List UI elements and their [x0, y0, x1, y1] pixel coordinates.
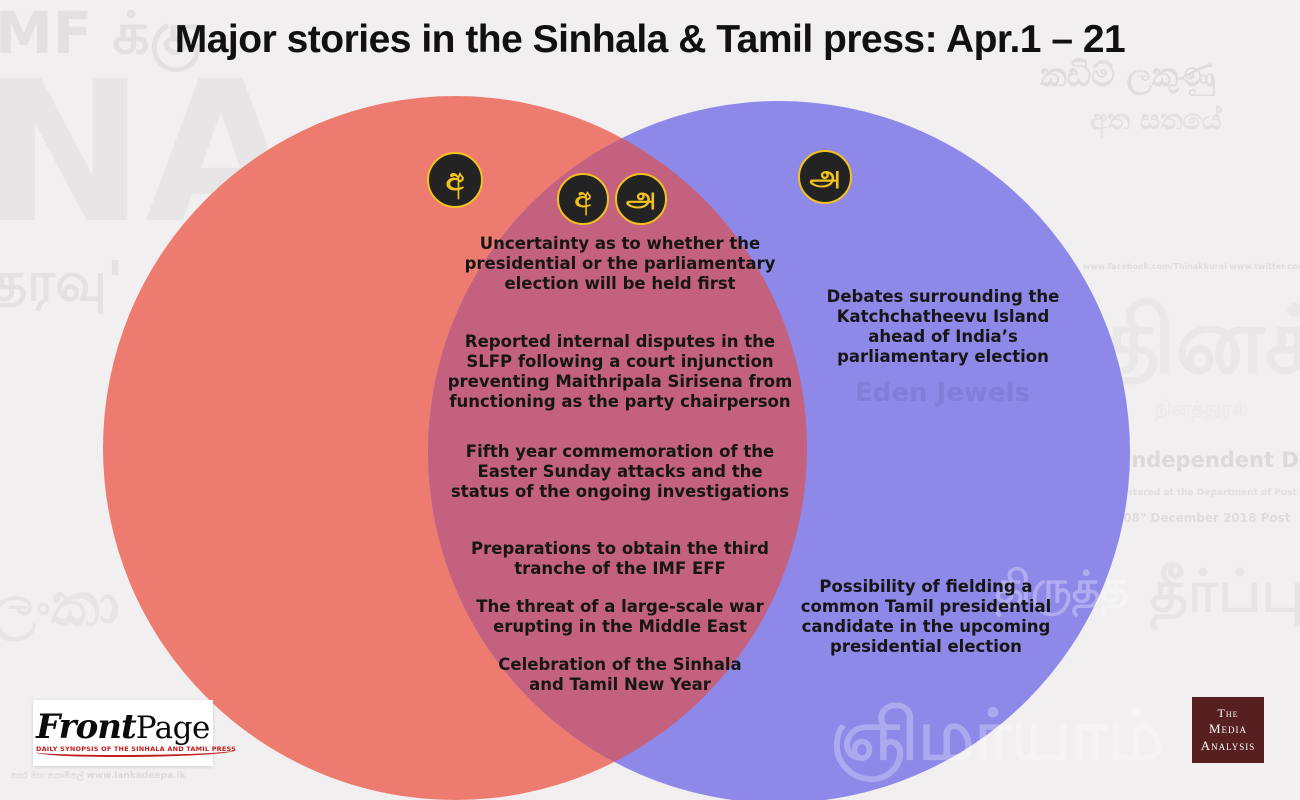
tamil-letter-badge: அ — [798, 150, 852, 204]
ghost-newspaper-text: අත සතයේ — [1090, 103, 1222, 136]
frontpage-logo-tagline: DAILY SYNOPSIS OF THE SINHALA AND TAMIL … — [35, 745, 237, 757]
ghost-newspaper-text: Registered at the Department of Post of … — [1105, 488, 1300, 498]
page-title: Major stories in the Sinhala & Tamil pre… — [174, 18, 1126, 61]
ghost-newspaper-text: நினத்துரல் — [1155, 396, 1249, 420]
ghost-newspaper-text: ලංකා — [0, 570, 120, 640]
ghost-newspaper-text: An Independent Daily — [1085, 448, 1300, 472]
intersection-story-6: Celebration of the Sinhala and Tamil New… — [498, 655, 742, 695]
intersection-story-3: Fifth year commemoration of the Easter S… — [450, 442, 790, 502]
ghost-newspaper-text: தரவு' — [0, 250, 124, 313]
intersection-story-1: Uncertainty as to whether the presidenti… — [464, 234, 776, 294]
intersection-story-2: Reported internal disputes in the SLFP f… — [447, 332, 793, 412]
media-analysis-line-3: Analysis — [1200, 737, 1256, 753]
media-analysis-line-2: Media — [1208, 721, 1248, 737]
tamil-letter-badge: அ — [615, 173, 667, 225]
ghost-newspaper-text: MF க்கு — [0, 0, 201, 67]
frontpage-logo-page: Page — [135, 709, 211, 746]
tamil-story-2: Possibility of fielding a common Tamil p… — [800, 577, 1052, 657]
frontpage-logo: FrontPage DAILY SYNOPSIS OF THE SINHALA … — [33, 700, 237, 766]
frontpage-logo-front: Front — [36, 706, 137, 747]
media-analysis-line-1: The — [1217, 706, 1239, 721]
ghost-newspaper-text: தினக் — [1100, 287, 1300, 394]
intersection-story-4: Preparations to obtain the third tranche… — [471, 539, 769, 579]
ghost-newspaper-text: www.facebook.com/Thinakkural www.twitter… — [1083, 262, 1300, 271]
media-analysis-badge: The Media Analysis — [1192, 697, 1264, 763]
ghost-newspaper-text: කඩිම් ලකුණු — [1040, 55, 1216, 94]
intersection-region — [428, 101, 807, 800]
ghost-newspaper-text: தீர்ப்பு — [1150, 557, 1300, 625]
tamil-story-1: Debates surrounding the Katchchatheevu I… — [826, 287, 1060, 367]
intersection-story-5: The threat of a large-scale war erupting… — [476, 597, 764, 637]
ghost-newspaper-text: පෙර මහ නොමිලේ www.lankadeepa.lk — [10, 771, 186, 781]
sinhala-letter-badge: අ — [557, 173, 609, 225]
sinhala-letter-badge: අ — [427, 152, 483, 208]
